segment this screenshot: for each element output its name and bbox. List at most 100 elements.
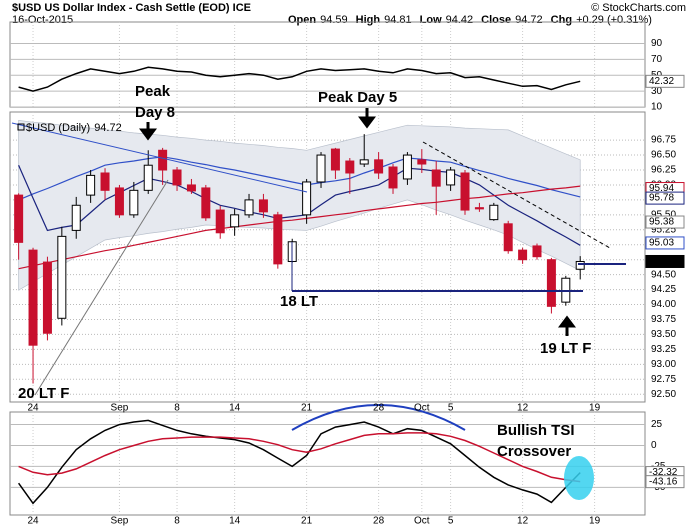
x-tick-label: 8 bbox=[174, 516, 180, 527]
x-tick-label: Oct bbox=[414, 403, 430, 414]
candle-body bbox=[446, 169, 456, 186]
value-tag-label: 95.94 bbox=[649, 183, 674, 194]
candle-body bbox=[503, 223, 513, 252]
candle-body bbox=[100, 172, 110, 191]
stat-value: 94.59 bbox=[320, 14, 348, 26]
candle-body bbox=[114, 187, 124, 216]
annotation: Bullish TSI bbox=[497, 422, 575, 439]
candle-body bbox=[244, 199, 254, 216]
value-tag bbox=[645, 236, 685, 250]
candle-body bbox=[489, 204, 499, 221]
value-tag-label: 94.72 bbox=[649, 256, 674, 267]
stat-value: 94.42 bbox=[446, 14, 474, 26]
x-tick-label: 14 bbox=[229, 516, 241, 527]
value-tag-label: 95.03 bbox=[649, 238, 674, 249]
x-tick-label: 24 bbox=[27, 516, 39, 527]
highlight bbox=[564, 456, 594, 500]
y-tick-label: 10 bbox=[651, 102, 663, 113]
x-tick-label: 5 bbox=[448, 516, 454, 527]
candle-body bbox=[417, 159, 427, 165]
source: © StockCharts.com bbox=[591, 2, 686, 14]
trend-line bbox=[11, 122, 308, 193]
chart-date: 16-Oct-2015 bbox=[12, 14, 73, 26]
y-tick-label: 92.50 bbox=[651, 389, 676, 400]
y-tick-label: 96.25 bbox=[651, 165, 676, 176]
arrow bbox=[139, 122, 157, 141]
value-tag-label: 95.38 bbox=[649, 217, 674, 228]
value-tag-label: -43.16 bbox=[649, 476, 678, 487]
trend-line bbox=[34, 179, 169, 396]
line bbox=[18, 164, 581, 246]
candle-body bbox=[172, 169, 182, 186]
annotation: 18 LT bbox=[280, 293, 318, 310]
line bbox=[17, 419, 581, 505]
candle-body bbox=[575, 260, 585, 270]
y-tick-label: 30 bbox=[651, 86, 663, 97]
x-tick-label: 28 bbox=[373, 403, 385, 414]
candle-body bbox=[316, 154, 326, 183]
y-tick-label: 96.75 bbox=[651, 135, 676, 146]
annotation: Peak Day 5 bbox=[318, 89, 397, 106]
x-tick-label: Sep bbox=[111, 516, 129, 527]
candle-body bbox=[230, 214, 240, 228]
arrow bbox=[358, 108, 376, 129]
candle-body bbox=[345, 160, 355, 174]
candle-body bbox=[359, 159, 369, 165]
candle-body bbox=[143, 164, 153, 191]
x-tick-label: 8 bbox=[174, 403, 180, 414]
candle-body bbox=[258, 199, 268, 213]
stat-label: Close bbox=[481, 14, 511, 26]
candle-body bbox=[532, 245, 542, 258]
x-tick-label: 19 bbox=[589, 516, 601, 527]
candle-body bbox=[330, 148, 340, 171]
value-tag bbox=[645, 191, 685, 205]
y-tick-label: 70 bbox=[651, 54, 663, 65]
annotation: Crossover bbox=[497, 443, 571, 460]
legend-value: 94.72 bbox=[94, 122, 122, 134]
legend-icon bbox=[17, 123, 25, 131]
y-tick-label: 94.25 bbox=[651, 284, 676, 295]
arc bbox=[291, 404, 466, 431]
rsi-plot bbox=[10, 22, 645, 107]
candle-body bbox=[302, 181, 312, 216]
x-tick-label: 24 bbox=[27, 403, 39, 414]
y-tick-label: 0 bbox=[651, 440, 657, 451]
x-tick-label: 19 bbox=[589, 403, 601, 414]
candle-body bbox=[402, 154, 412, 180]
drawings bbox=[11, 108, 626, 500]
candle-body bbox=[57, 235, 67, 319]
x-tick-label: 14 bbox=[229, 403, 241, 414]
candle-body bbox=[474, 207, 484, 210]
value-tag bbox=[645, 254, 685, 268]
stat-label: Chg bbox=[551, 14, 572, 26]
y-tick-label: 96.50 bbox=[651, 150, 676, 161]
stat-value: 94.72 bbox=[515, 14, 543, 26]
candle-body bbox=[518, 249, 528, 261]
y-tick-label: 94.50 bbox=[651, 269, 676, 280]
x-tick-label: 21 bbox=[301, 403, 313, 414]
y-tick-label: 93.75 bbox=[651, 314, 676, 325]
tsi-plot bbox=[10, 412, 645, 515]
value-tag-label: 42.32 bbox=[649, 76, 674, 87]
y-tick-label: 93.25 bbox=[651, 344, 676, 355]
candle-body bbox=[388, 166, 398, 189]
candle-body bbox=[28, 249, 38, 346]
candle-body bbox=[42, 261, 52, 334]
x-tick-label: 28 bbox=[373, 516, 385, 527]
trend-line bbox=[422, 141, 611, 249]
candle-body bbox=[71, 204, 81, 231]
value-tag bbox=[645, 215, 685, 229]
annotation: 20 LT F bbox=[18, 385, 69, 402]
y-tick-label: 93.00 bbox=[651, 359, 676, 370]
annotation: Peak bbox=[135, 83, 171, 100]
tsi-panel bbox=[9, 411, 646, 516]
value-tag-label: -32.32 bbox=[649, 467, 678, 478]
candle-body bbox=[129, 189, 139, 216]
value-tag-label: 95.78 bbox=[649, 193, 674, 204]
value-tag bbox=[645, 74, 685, 88]
candle-body bbox=[86, 174, 96, 196]
candle-body bbox=[158, 149, 168, 171]
x-tick-label: 12 bbox=[517, 403, 529, 414]
annotation: Day 8 bbox=[135, 104, 175, 121]
y-tick-label: 92.75 bbox=[651, 374, 676, 385]
